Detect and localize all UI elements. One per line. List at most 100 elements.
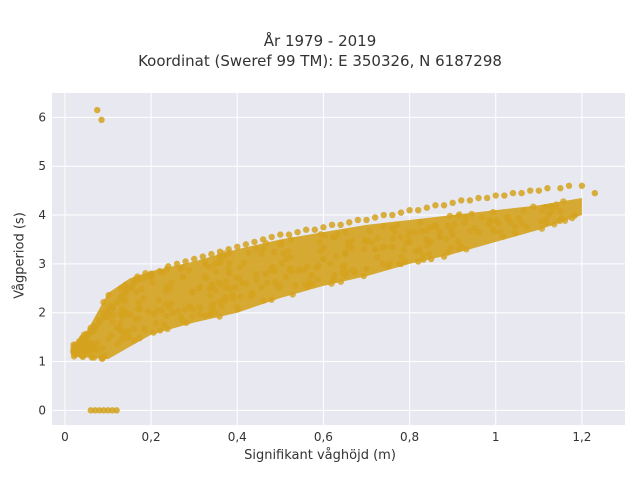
scatter-point bbox=[436, 233, 443, 241]
scatter-point bbox=[501, 192, 508, 199]
scatter-point bbox=[282, 256, 289, 263]
scatter-point bbox=[507, 218, 514, 226]
scatter-point bbox=[177, 266, 184, 273]
scatter-point bbox=[400, 246, 407, 253]
scatter-point bbox=[320, 244, 327, 251]
scatter-point bbox=[107, 332, 115, 339]
scatter-point bbox=[135, 299, 142, 307]
scatter-point bbox=[467, 227, 474, 235]
scatter-point bbox=[100, 314, 107, 321]
scatter-point bbox=[207, 310, 215, 317]
scatter-point bbox=[289, 291, 296, 298]
scatter-point bbox=[468, 210, 475, 218]
scatter-point bbox=[363, 216, 370, 224]
scatter-point bbox=[447, 244, 455, 251]
scatter-point bbox=[568, 214, 576, 222]
x-tick-label: 1 bbox=[492, 430, 500, 444]
scatter-point bbox=[228, 291, 236, 298]
scatter-point bbox=[512, 223, 519, 230]
scatter-point bbox=[222, 278, 230, 285]
chart-title-line1: År 1979 - 2019 bbox=[263, 32, 377, 50]
scatter-point bbox=[412, 229, 419, 236]
scatter-point bbox=[417, 219, 424, 226]
scatter-point bbox=[141, 325, 148, 332]
scatter-point bbox=[189, 313, 196, 320]
scatter-point bbox=[278, 239, 285, 247]
x-tick-label: 1,2 bbox=[572, 430, 591, 444]
scatter-point bbox=[426, 250, 433, 258]
scatter-point bbox=[259, 245, 267, 253]
scatter-point bbox=[389, 211, 396, 219]
scatter-point bbox=[117, 320, 124, 327]
scatter-point bbox=[405, 233, 412, 240]
scatter-point bbox=[268, 233, 275, 241]
scatter-point bbox=[328, 221, 336, 229]
scatter-point bbox=[117, 294, 125, 302]
scatter-point bbox=[415, 258, 422, 265]
scatter-point bbox=[308, 271, 315, 279]
scatter-point bbox=[126, 285, 133, 292]
scatter-point bbox=[485, 220, 492, 228]
scatter-point bbox=[337, 221, 344, 229]
scatter-point bbox=[113, 299, 120, 307]
scatter-point bbox=[384, 263, 392, 270]
scatter-point bbox=[364, 238, 371, 245]
scatter-point bbox=[138, 285, 145, 293]
scatter-point bbox=[144, 308, 152, 315]
scatter-point bbox=[348, 245, 356, 252]
scatter-point bbox=[201, 260, 209, 267]
scatter-point bbox=[535, 187, 543, 194]
scatter-point bbox=[444, 222, 452, 229]
scatter-point bbox=[430, 223, 438, 230]
scatter-point bbox=[285, 231, 293, 238]
scatter-point bbox=[578, 182, 586, 189]
scatter-point bbox=[538, 225, 546, 232]
scatter-point bbox=[236, 264, 244, 271]
scatter-point bbox=[270, 248, 278, 256]
scatter-point bbox=[243, 280, 250, 287]
scatter-point bbox=[164, 325, 171, 333]
scatter-point bbox=[122, 289, 129, 297]
scatter-point bbox=[186, 303, 194, 311]
scatter-point bbox=[463, 245, 470, 253]
scatter-point bbox=[360, 272, 368, 280]
scatter-point bbox=[333, 253, 340, 260]
scatter-point bbox=[162, 301, 170, 308]
scatter-point bbox=[432, 202, 439, 209]
scatter-point bbox=[199, 253, 206, 260]
scatter-point bbox=[444, 249, 452, 256]
scatter-point bbox=[331, 276, 338, 283]
scatter-point bbox=[388, 224, 396, 232]
scatter-point bbox=[99, 355, 106, 362]
scatter-point bbox=[125, 333, 132, 341]
scatter-point bbox=[165, 263, 172, 270]
scatter-point bbox=[242, 241, 250, 248]
scatter-point bbox=[449, 199, 456, 207]
scatter-point bbox=[189, 289, 196, 296]
scatter-point bbox=[523, 223, 530, 231]
scatter-point bbox=[208, 304, 215, 311]
scatter-point bbox=[268, 296, 275, 303]
scatter-point bbox=[78, 338, 86, 346]
scatter-point bbox=[201, 273, 208, 281]
scatter-point bbox=[87, 329, 94, 336]
scatter-point bbox=[509, 189, 517, 197]
scatter-point bbox=[232, 283, 239, 291]
scatter-point bbox=[442, 235, 450, 242]
scatter-point bbox=[449, 231, 456, 238]
scatter-point bbox=[454, 238, 462, 245]
scatter-point bbox=[320, 255, 327, 263]
scatter-point bbox=[294, 228, 301, 236]
scatter-point bbox=[389, 235, 396, 242]
scatter-point bbox=[366, 227, 373, 235]
scatter-point bbox=[259, 236, 267, 243]
scatter-point bbox=[216, 255, 224, 262]
scatter-point bbox=[342, 228, 350, 236]
scatter-point bbox=[253, 245, 260, 252]
scatter-point bbox=[520, 207, 527, 214]
x-tick-label: 0,2 bbox=[142, 430, 161, 444]
scatter-point bbox=[354, 216, 362, 224]
scatter-point bbox=[277, 231, 284, 238]
